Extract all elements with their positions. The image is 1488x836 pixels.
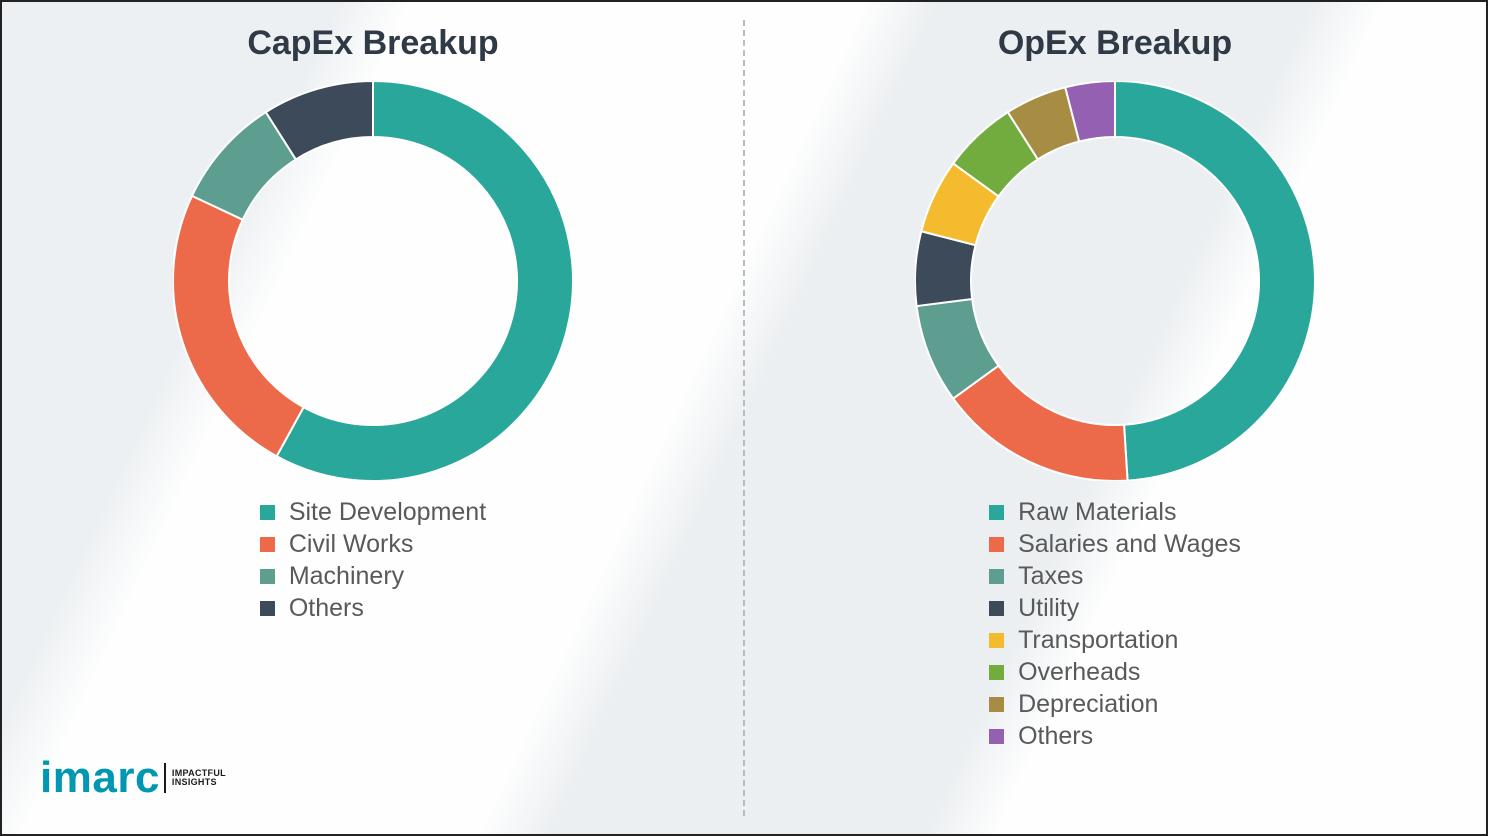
- logo-tagline: IMPACTFUL INSIGHTS: [172, 769, 226, 788]
- opex-slice-0: [1115, 81, 1315, 481]
- opex-legend-label: Transportation: [1018, 626, 1178, 655]
- opex-legend-item: Taxes: [989, 562, 1241, 591]
- capex-donut-chart: [173, 81, 573, 481]
- opex-legend: Raw Materials Salaries and Wages Taxes Util…: [989, 495, 1241, 754]
- opex-legend-swatch: [989, 601, 1004, 616]
- opex-legend-item: Depreciation: [989, 690, 1241, 719]
- opex-donut-chart: [915, 81, 1315, 481]
- opex-legend-label: Salaries and Wages: [1018, 530, 1241, 559]
- opex-panel: OpEx Breakup Raw Materials Salaries and W…: [744, 2, 1486, 834]
- opex-legend-label: Taxes: [1018, 562, 1083, 591]
- capex-title: CapEx Breakup: [247, 24, 498, 63]
- panel-divider: [743, 20, 745, 816]
- capex-legend-item: Site Development: [260, 498, 486, 527]
- capex-legend-item: Machinery: [260, 562, 486, 591]
- brand-logo: imarc IMPACTFUL INSIGHTS: [40, 756, 226, 800]
- capex-legend-label: Machinery: [289, 562, 404, 591]
- opex-slice-1: [953, 366, 1127, 481]
- opex-legend-swatch: [989, 537, 1004, 552]
- logo-separator: [164, 763, 166, 793]
- capex-legend-item: Civil Works: [260, 530, 486, 559]
- capex-legend-swatch: [260, 601, 275, 616]
- opex-legend-item: Salaries and Wages: [989, 530, 1241, 559]
- opex-legend-swatch: [989, 569, 1004, 584]
- capex-legend: Site Development Civil Works Machinery Othe…: [260, 495, 486, 626]
- opex-legend-label: Depreciation: [1018, 690, 1158, 719]
- opex-legend-swatch: [989, 729, 1004, 744]
- capex-slice-1: [173, 196, 304, 456]
- capex-legend-label: Civil Works: [289, 530, 414, 559]
- opex-legend-item: Others: [989, 722, 1241, 751]
- opex-legend-label: Others: [1018, 722, 1093, 751]
- charts-frame: CapEx Breakup Site Development Civil Work…: [0, 0, 1488, 836]
- opex-legend-swatch: [989, 633, 1004, 648]
- logo-tag-line2: INSIGHTS: [172, 777, 217, 787]
- capex-legend-swatch: [260, 505, 275, 520]
- opex-legend-item: Overheads: [989, 658, 1241, 687]
- logo-main-text: imarc: [40, 756, 160, 800]
- capex-legend-item: Others: [260, 594, 486, 623]
- opex-chart-wrap: [915, 81, 1315, 481]
- opex-legend-swatch: [989, 697, 1004, 712]
- opex-legend-item: Transportation: [989, 626, 1241, 655]
- capex-panel: CapEx Breakup Site Development Civil Work…: [2, 2, 744, 834]
- capex-chart-wrap: [173, 81, 573, 481]
- opex-title: OpEx Breakup: [998, 24, 1232, 63]
- opex-legend-label: Raw Materials: [1018, 498, 1176, 527]
- opex-legend-swatch: [989, 505, 1004, 520]
- opex-legend-label: Overheads: [1018, 658, 1140, 687]
- capex-legend-label: Site Development: [289, 498, 486, 527]
- opex-legend-item: Utility: [989, 594, 1241, 623]
- capex-legend-swatch: [260, 537, 275, 552]
- opex-legend-label: Utility: [1018, 594, 1079, 623]
- capex-legend-label: Others: [289, 594, 364, 623]
- capex-legend-swatch: [260, 569, 275, 584]
- opex-legend-swatch: [989, 665, 1004, 680]
- opex-legend-item: Raw Materials: [989, 498, 1241, 527]
